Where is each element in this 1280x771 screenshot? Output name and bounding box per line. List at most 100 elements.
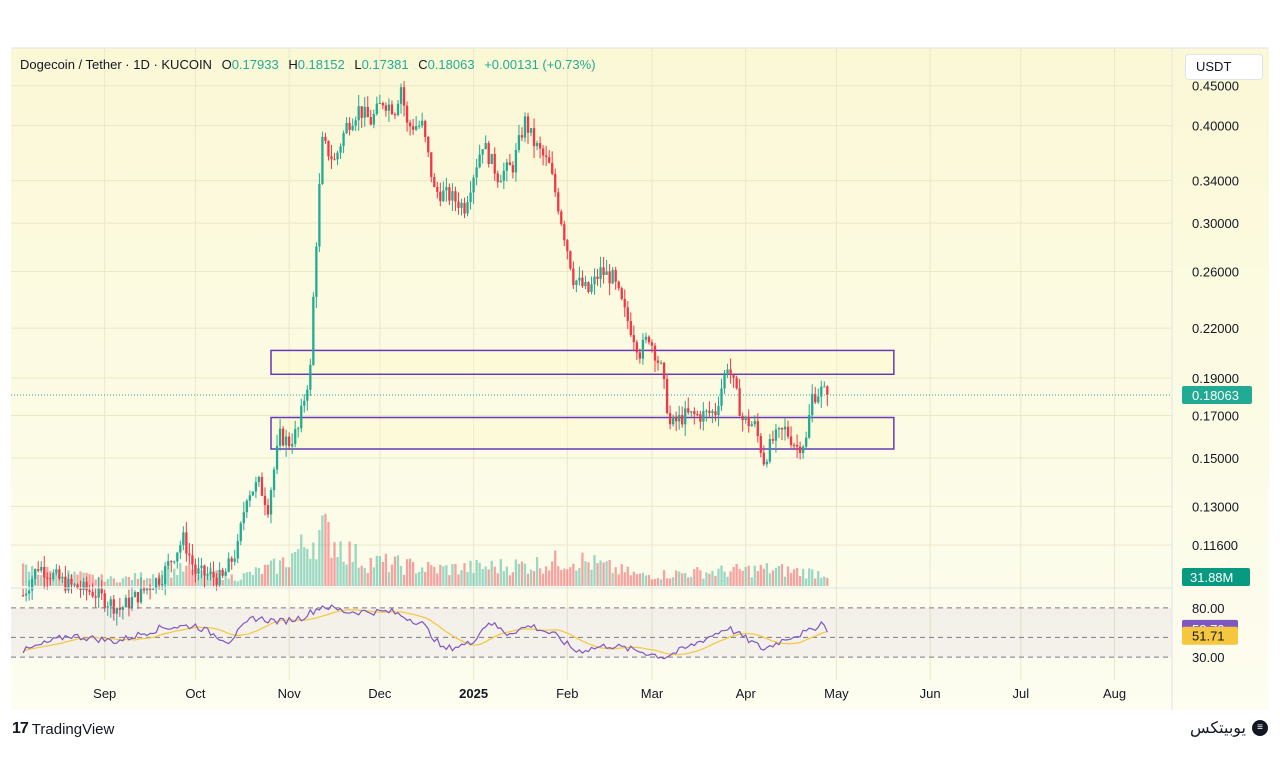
candle-body: [590, 284, 593, 292]
candle-body: [427, 136, 430, 153]
candle-body: [738, 388, 741, 416]
candle-body: [675, 416, 678, 422]
volume-bar: [554, 550, 557, 586]
candle-body: [466, 202, 469, 214]
candle-body: [783, 426, 787, 430]
candle-body: [762, 452, 765, 465]
volume-bar: [167, 566, 170, 586]
candle-body: [318, 183, 321, 247]
volume-bar: [100, 574, 103, 586]
volume-bar: [511, 572, 515, 586]
volume-bar: [626, 566, 629, 586]
price-tick-label: 0.26000: [1192, 265, 1239, 280]
volume-bar: [720, 565, 723, 586]
currency-unit-button[interactable]: USDT: [1185, 54, 1263, 80]
volume-bar: [333, 542, 336, 586]
candle-body: [541, 148, 545, 156]
volume-bar: [272, 558, 276, 586]
candle-body: [366, 106, 369, 118]
volume-bar: [281, 557, 285, 586]
volume-bar: [638, 573, 642, 586]
volume-bar: [136, 578, 140, 586]
volume-bar: [21, 563, 25, 586]
last-price-badge: [1182, 385, 1252, 404]
volume-bar: [148, 578, 152, 586]
volume-bar: [263, 564, 267, 586]
volume-bar: [644, 575, 648, 586]
candle-body: [257, 477, 261, 483]
candle-body: [327, 140, 330, 157]
candle-body: [454, 191, 457, 202]
candle-body: [411, 126, 415, 130]
volume-bar: [387, 572, 391, 586]
volume-bar: [696, 567, 699, 586]
volume-bar: [336, 556, 339, 586]
candle-body: [242, 512, 245, 524]
volume-bar: [224, 571, 227, 586]
candle-body: [786, 426, 790, 437]
volume-bar: [741, 570, 744, 586]
volume-bar: [569, 567, 572, 586]
candle-body: [148, 587, 152, 590]
volume-bar: [58, 575, 61, 586]
candle-body: [164, 566, 167, 584]
candle-body: [251, 491, 255, 496]
tradingview-brand[interactable]: 17 TradingView: [12, 720, 114, 738]
volume-bar: [239, 579, 242, 586]
candle-body: [369, 117, 372, 125]
candle-body: [665, 378, 669, 414]
candle-body: [566, 240, 569, 252]
volume-bar: [27, 571, 31, 586]
candle-body: [720, 388, 723, 406]
candle-body: [611, 270, 614, 284]
volume-bar: [369, 557, 372, 586]
volume-bar: [414, 573, 418, 586]
candle-body: [523, 116, 527, 138]
volume-bar: [623, 572, 626, 586]
candle-body: [21, 595, 25, 597]
candle-body: [732, 374, 735, 378]
candle-body: [49, 578, 52, 580]
candle-body: [151, 589, 155, 591]
candle-body: [73, 584, 76, 586]
chart-header: Dogecoin / Tether · 1D · KUCOIN O0.17933…: [20, 57, 596, 72]
volume-bar: [484, 566, 487, 586]
candle-body: [424, 120, 427, 137]
candle-body: [142, 587, 146, 591]
candle-body: [629, 321, 632, 336]
candle-body: [378, 102, 382, 104]
volume-bar: [254, 567, 258, 586]
volume-bar: [717, 568, 720, 586]
candle-body: [393, 114, 397, 116]
volume-bar: [466, 571, 469, 586]
volume-bar: [179, 563, 182, 586]
volume-bar: [170, 577, 173, 586]
rsi-tick-label: 30.00: [1192, 650, 1225, 665]
volume-bar: [548, 570, 551, 586]
candle-body: [91, 591, 94, 597]
candle-body: [436, 186, 439, 192]
candle-body: [221, 569, 224, 576]
candle-body: [814, 393, 817, 403]
volume-bar: [614, 567, 617, 586]
volume-bar: [133, 573, 137, 586]
candle-body: [780, 428, 784, 430]
volume-bar: [103, 581, 106, 586]
volume-bar: [330, 557, 333, 586]
volume-bar: [753, 565, 756, 586]
x-tick-label: Jun: [920, 686, 941, 701]
candle-body: [342, 133, 345, 147]
volume-bar: [496, 573, 499, 586]
volume-bar: [354, 544, 357, 586]
candle-body: [557, 192, 560, 212]
candle-body: [705, 410, 708, 412]
volume-bar: [560, 570, 563, 586]
volume-label: 31.88M: [1190, 570, 1233, 585]
volume-bar: [40, 575, 43, 586]
candle-body: [478, 154, 481, 168]
price-tick-label: 0.19000: [1192, 371, 1239, 386]
volume-bar: [381, 561, 385, 586]
candle-body: [34, 569, 37, 579]
volume-bar: [681, 573, 684, 586]
